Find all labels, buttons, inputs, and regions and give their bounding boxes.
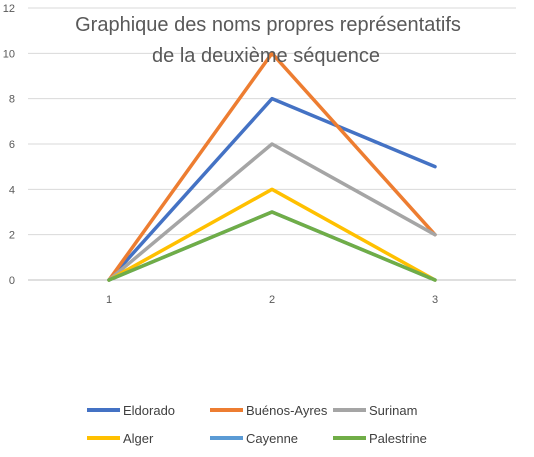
series-lines xyxy=(107,51,437,282)
series-line xyxy=(107,142,437,282)
series-line xyxy=(107,96,437,282)
series-line xyxy=(107,187,437,282)
legend-label: Eldorado xyxy=(123,403,175,418)
x-tick-label: 3 xyxy=(432,294,438,306)
legend-label: Palestrine xyxy=(369,431,427,446)
legend-label: Cayenne xyxy=(246,431,298,446)
y-axis-ticks: 0 2 4 6 8 10 12 xyxy=(3,3,15,287)
legend-label: Alger xyxy=(123,431,154,446)
series-line xyxy=(107,210,437,282)
legend-label: Surinam xyxy=(369,403,417,418)
y-tick-label: 0 xyxy=(9,275,15,287)
chart-title-line-2: de la deuxième séquence xyxy=(152,45,380,67)
series-line xyxy=(107,210,437,282)
legend: Eldorado Buénos-Ayres Surinam Alger Cayenne P… xyxy=(87,403,427,446)
y-tick-label: 6 xyxy=(9,139,15,151)
chart-title-line-1: Graphique des noms propres représentatif… xyxy=(75,14,461,36)
y-tick-label: 2 xyxy=(9,230,15,242)
y-tick-label: 12 xyxy=(3,3,15,15)
y-tick-label: 4 xyxy=(9,184,15,196)
x-tick-label: 1 xyxy=(106,294,112,306)
legend-label: Buénos-Ayres xyxy=(246,403,328,418)
y-tick-label: 8 xyxy=(9,94,15,106)
y-tick-label: 10 xyxy=(3,48,15,60)
x-axis-ticks: 1 2 3 xyxy=(106,294,438,306)
series-line xyxy=(107,51,437,282)
x-tick-label: 2 xyxy=(269,294,275,306)
